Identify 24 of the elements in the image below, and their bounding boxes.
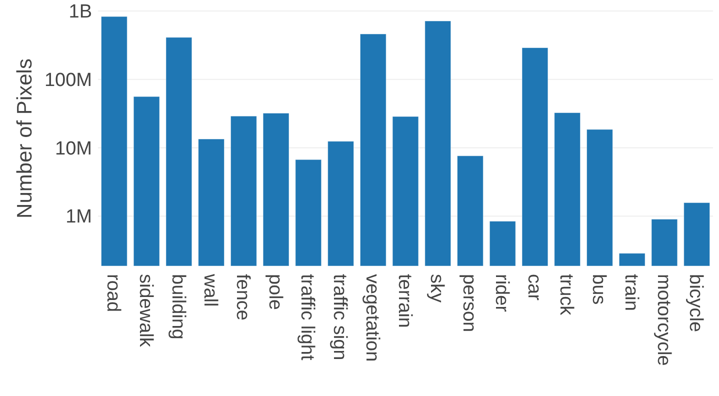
x-tick-label: bus xyxy=(588,274,610,305)
x-tick-label: rider xyxy=(490,274,512,313)
x-tick-label: bicycle xyxy=(685,274,706,332)
y-tick-label: 100M xyxy=(44,70,92,92)
x-tick-label: building xyxy=(167,274,188,340)
y-tick-label: 10M xyxy=(55,138,92,160)
x-tick-label: sidewalk xyxy=(134,274,156,348)
x-tick-label: vegetation xyxy=(361,274,382,362)
x-tick-label: terrain xyxy=(394,274,415,328)
x-tick-label: car xyxy=(523,274,544,302)
y-tick-label: 1M xyxy=(66,206,92,228)
y-tick-label: 1B xyxy=(68,2,92,23)
x-tick-label: wall xyxy=(200,273,221,307)
x-tick-label: fence xyxy=(232,274,254,320)
x-tick-label: traffic light xyxy=(296,274,318,361)
y-axis-title: Number of Pixels xyxy=(13,58,36,218)
x-tick-label: truck xyxy=(556,274,577,316)
x-tick-label: traffic sign xyxy=(329,274,350,360)
x-tick-label: person xyxy=(458,274,480,332)
x-tick-label: sky xyxy=(426,274,448,303)
x-tick-label: motorcycle xyxy=(652,274,674,366)
x-tick-label: train xyxy=(620,274,642,311)
x-tick-label: road xyxy=(102,274,124,312)
x-tick-label: pole xyxy=(264,274,286,310)
